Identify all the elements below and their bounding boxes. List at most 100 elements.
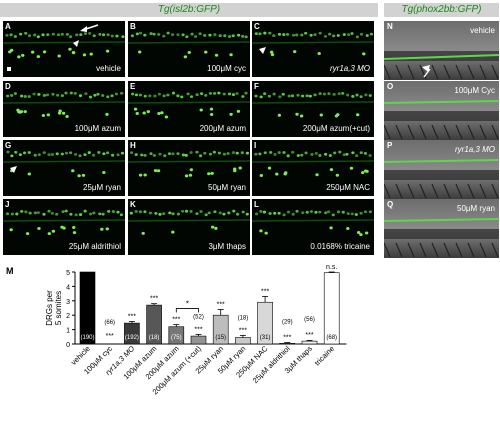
panel-b: B 100μM cyc	[128, 21, 250, 77]
significance-label: ***	[261, 288, 269, 295]
panel-label: 200μM azum(+cut)	[302, 124, 370, 133]
fluorescence-image	[128, 150, 250, 178]
n-label: (56)	[304, 317, 315, 323]
panel-letter: F	[254, 82, 259, 91]
bar	[235, 337, 251, 345]
panel-letter: K	[130, 200, 136, 209]
y-tick-label: 1	[66, 328, 70, 335]
n-label: (15)	[215, 335, 226, 341]
panel-label: 100μM Cyc	[454, 86, 495, 95]
panel-label: ryr1a,3 MO	[329, 64, 370, 73]
brightfield-image	[384, 81, 499, 140]
panel-g: G 25μM ryan	[3, 140, 125, 196]
fluorescence-image	[3, 209, 125, 236]
bar	[190, 335, 207, 345]
panel-letter: E	[130, 82, 136, 91]
panel-letter: B	[130, 22, 136, 31]
panel-label: vehicle	[96, 64, 121, 73]
panel-j: J 25μM aldrithiol	[3, 199, 125, 255]
right-header: Tg(phox2bb:GFP)	[384, 3, 499, 17]
fluorescence-image	[252, 31, 374, 57]
panel-letter: C	[254, 22, 260, 31]
panel-label: 250μM NAC	[326, 183, 370, 192]
panel-l: L 0.0168% tricaine	[252, 199, 374, 255]
brightfield-image	[384, 199, 499, 258]
y-tick-label: 0	[66, 342, 70, 349]
panel-letter: I	[254, 141, 257, 150]
bar	[212, 314, 229, 345]
brightfield-image	[384, 21, 499, 80]
panel-i: I 250μM NAC	[252, 140, 374, 196]
n-label: (68)	[326, 335, 337, 341]
panel-label: 25μM ryan	[83, 183, 121, 192]
bar	[79, 271, 96, 345]
brightfield-image	[384, 140, 499, 199]
panel-label: vehicle	[470, 26, 495, 35]
panel-letter: A	[5, 22, 11, 31]
panel-label: 50μM ryan	[457, 204, 495, 213]
panel-letter: H	[130, 141, 136, 150]
arrowhead-icon	[259, 47, 266, 54]
panel-d: D 100μM azum	[3, 81, 125, 137]
n-label: (75)	[171, 335, 182, 341]
fluorescence-image	[3, 31, 125, 59]
significance-label: ***	[217, 301, 225, 308]
bracket-label: *	[186, 300, 189, 309]
significance-label: ***	[128, 313, 136, 320]
panel-letter: N	[387, 22, 393, 31]
significance-label: ***	[194, 326, 202, 333]
significance-label: ***	[106, 333, 114, 340]
fluorescence-image	[128, 31, 250, 59]
n-label: (31)	[260, 335, 271, 341]
panel-letter: D	[5, 82, 11, 91]
panel-label: ryr1a,3 MO	[454, 145, 495, 154]
panel-label: 0.0168% tricaine	[310, 242, 370, 251]
left-header: Tg(isl2b:GFP)	[0, 3, 378, 17]
arrowhead-icon	[10, 166, 17, 173]
panel-letter: M	[6, 266, 14, 276]
significance-label: ***	[305, 332, 313, 339]
panel-label: 200μM azum	[199, 124, 246, 133]
panel-label: 100μM azum	[74, 124, 121, 133]
bar	[323, 272, 340, 345]
n-label: (18)	[149, 335, 160, 341]
n-label: (29)	[282, 319, 293, 325]
fluorescence-image	[252, 91, 374, 118]
y-tick-label: 4	[66, 284, 70, 291]
y-axis-label: DRGs per5 somites	[45, 290, 63, 326]
fluorescence-image	[128, 91, 250, 119]
significance-bracket	[175, 308, 199, 313]
panel-letter: L	[254, 200, 259, 209]
panel-q: Q 50μM ryan	[384, 199, 499, 258]
panel-letter: O	[387, 82, 394, 91]
fluorescence-image	[128, 209, 250, 235]
n-label: (66)	[104, 320, 115, 326]
panel-k: K 3μM thaps	[128, 199, 250, 255]
panel-label: 100μM cyc	[207, 64, 246, 73]
panel-label: 50μM ryan	[208, 183, 246, 192]
y-tick-label: 2	[66, 313, 70, 320]
panel-h: H 50μM ryan	[128, 140, 250, 196]
significance-label: ***	[172, 317, 180, 324]
bar	[279, 342, 296, 345]
panel-label: 25μM aldrithiol	[68, 242, 121, 251]
n-label: (52)	[193, 314, 204, 320]
fluorescence-image	[252, 150, 374, 177]
n-label: (192)	[125, 335, 139, 341]
panel-letter: G	[5, 141, 12, 150]
y-tick-label: 3	[66, 299, 70, 306]
panel-f: F 200μM azum(+cut)	[252, 81, 374, 137]
panel-letter: P	[387, 141, 393, 150]
panel-label: 3μM thaps	[208, 242, 246, 251]
fluorescence-image	[252, 209, 374, 237]
y-tick-label: 5	[66, 270, 70, 277]
fluorescence-image	[3, 91, 125, 119]
significance-label: ***	[239, 327, 247, 334]
bar	[301, 340, 318, 345]
panel-letter: J	[5, 200, 10, 209]
